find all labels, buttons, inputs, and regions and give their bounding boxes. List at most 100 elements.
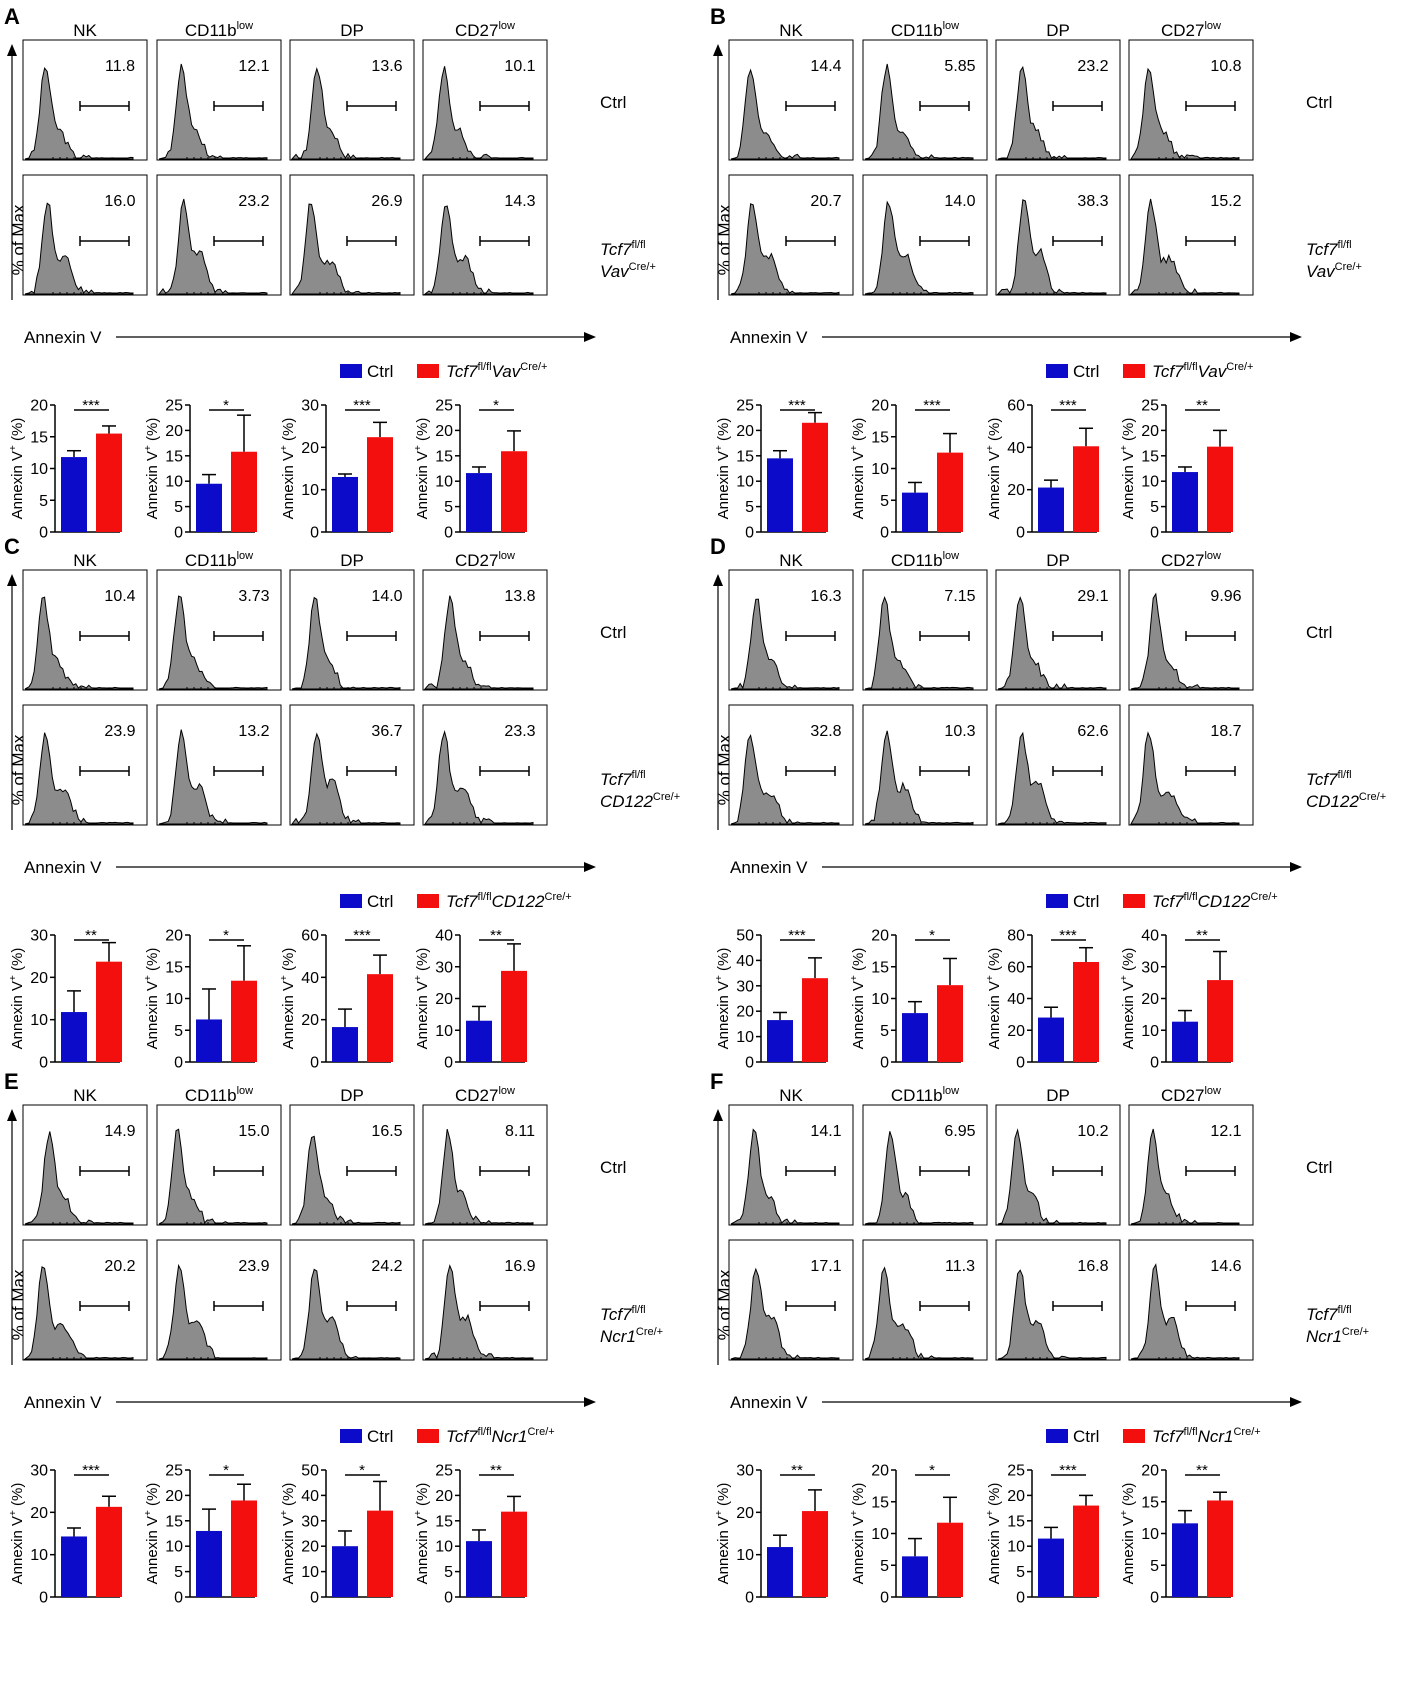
histogram-trace xyxy=(423,66,534,160)
bar-ko xyxy=(501,1511,527,1597)
significance-stars: * xyxy=(929,927,935,944)
histogram-plot: 12.1 xyxy=(1128,1104,1254,1226)
gate-percentage: 16.9 xyxy=(504,1258,535,1275)
bar-y-tick-label: 30 xyxy=(30,928,48,945)
gate-percentage: 14.0 xyxy=(944,193,975,210)
population-header: NK xyxy=(73,21,97,40)
histogram-plot: 16.8 xyxy=(995,1239,1121,1361)
histogram-trace xyxy=(424,1128,534,1225)
bar-y-tick-label: 5 xyxy=(39,493,48,510)
bar-y-tick-label: 30 xyxy=(736,978,754,995)
population-header: CD27low xyxy=(455,550,515,570)
gate-percentage: 11.8 xyxy=(105,58,135,75)
bar-ko xyxy=(1207,1500,1233,1597)
gate-percentage: 15.0 xyxy=(238,1123,269,1140)
bar-y-tick-label: 10 xyxy=(1141,474,1159,491)
legend-label-ko: Tcf7fl/flVavCre/+ xyxy=(1152,361,1253,381)
bar-y-tick-label: 10 xyxy=(30,1012,48,1029)
bar-y-tick-label: 20 xyxy=(736,1505,754,1522)
bar-y-tick-label: 40 xyxy=(301,970,319,987)
significance-stars: *** xyxy=(923,397,941,414)
histogram-plot: 14.4 xyxy=(728,39,854,161)
histogram-trace xyxy=(424,729,534,825)
population-header: DP xyxy=(1046,21,1070,40)
x-arrow-icon xyxy=(584,862,596,872)
bar-ctrl xyxy=(61,1012,87,1062)
gate-percentage: 14.4 xyxy=(810,58,841,75)
bar-ko xyxy=(231,980,257,1062)
bar-y-tick-label: 25 xyxy=(736,398,754,415)
bar-y-label: Annexin V+ (%) xyxy=(1119,418,1137,520)
legend-swatch-ko xyxy=(417,1429,439,1443)
bar-y-tick-label: 30 xyxy=(301,1513,319,1530)
histogram-trace xyxy=(24,67,134,160)
histogram-trace xyxy=(291,1268,401,1360)
bar-y-tick-label: 5 xyxy=(880,493,889,510)
histogram-plot: 14.0 xyxy=(289,569,415,691)
bar-y-tick-label: 40 xyxy=(736,953,754,970)
significance-stars: *** xyxy=(82,397,100,414)
bar-y-tick-label: 15 xyxy=(30,429,48,446)
bar-y-tick-label: 30 xyxy=(435,959,453,976)
legend-label-ctrl: Ctrl xyxy=(367,892,393,911)
gate-percentage: 23.9 xyxy=(104,723,135,740)
bar-y-tick-label: 15 xyxy=(165,1513,183,1530)
bar-y-label: Annexin V+ (%) xyxy=(279,1483,297,1585)
histogram-trace xyxy=(290,732,401,825)
bar-ko xyxy=(1073,961,1099,1062)
histogram-trace xyxy=(730,598,840,690)
bar-y-tick-label: 20 xyxy=(1007,1488,1025,1505)
bar-y-tick-label: 10 xyxy=(1141,1023,1159,1040)
bar-y-label: Annexin V+ (%) xyxy=(8,948,26,1050)
bar-y-label: Annexin V+ (%) xyxy=(143,418,161,520)
legend-label-ko: Tcf7fl/flVavCre/+ xyxy=(446,361,547,381)
bar-y-tick-label: 20 xyxy=(1141,991,1159,1008)
gate-percentage: 14.1 xyxy=(810,1123,841,1140)
bar-ko xyxy=(367,1510,393,1597)
histogram-trace xyxy=(23,1266,134,1360)
row-label-ctrl: Ctrl xyxy=(1306,1158,1332,1177)
population-header: CD11blow xyxy=(891,550,959,570)
bar-y-tick-label: 40 xyxy=(1007,440,1025,457)
x-arrow-icon xyxy=(1290,862,1302,872)
legend-swatch-ko xyxy=(417,364,439,378)
bar-y-label: Annexin V+ (%) xyxy=(143,948,161,1050)
histogram-plot: 13.8 xyxy=(422,569,548,691)
bar-y-label: Annexin V+ (%) xyxy=(985,948,1003,1050)
bar-y-tick-label: 20 xyxy=(1007,1023,1025,1040)
bar-y-tick-label: 5 xyxy=(745,499,754,516)
population-header: CD11blow xyxy=(891,1085,959,1105)
significance-stars: *** xyxy=(1059,927,1077,944)
significance-stars: * xyxy=(493,397,499,414)
bar-ctrl xyxy=(1172,1523,1198,1597)
histogram-plot: 11.8 xyxy=(22,39,148,161)
row-label-genotype-line1: Tcf7fl/fl xyxy=(1306,1304,1352,1324)
legend-swatch-ctrl xyxy=(1046,1429,1068,1443)
bar-y-tick-label: 30 xyxy=(736,1463,754,1480)
bar-ko xyxy=(367,437,393,532)
bar-ctrl xyxy=(61,1536,87,1597)
population-header: CD27low xyxy=(1161,20,1221,40)
bar-ctrl xyxy=(1038,487,1064,532)
histogram-plot: 17.1 xyxy=(728,1239,854,1361)
legend-swatch-ko xyxy=(1123,1429,1145,1443)
bar-y-tick-label: 25 xyxy=(1141,398,1159,415)
histogram-trace xyxy=(157,198,268,295)
bar-y-tick-label: 15 xyxy=(165,959,183,976)
bar-y-tick-label: 20 xyxy=(165,423,183,440)
histogram-plot: 62.6 xyxy=(995,704,1121,826)
bar-y-tick-label: 0 xyxy=(39,1590,48,1607)
histogram-plot: 23.3 xyxy=(422,704,548,826)
bar-y-label: Annexin V+ (%) xyxy=(1119,948,1137,1050)
row-label-ctrl: Ctrl xyxy=(600,93,626,112)
bar-y-tick-label: 20 xyxy=(30,1505,48,1522)
histogram-trace xyxy=(997,731,1107,825)
bar-y-label: Annexin V+ (%) xyxy=(985,418,1003,520)
histogram-plot: 16.0 xyxy=(22,174,148,296)
